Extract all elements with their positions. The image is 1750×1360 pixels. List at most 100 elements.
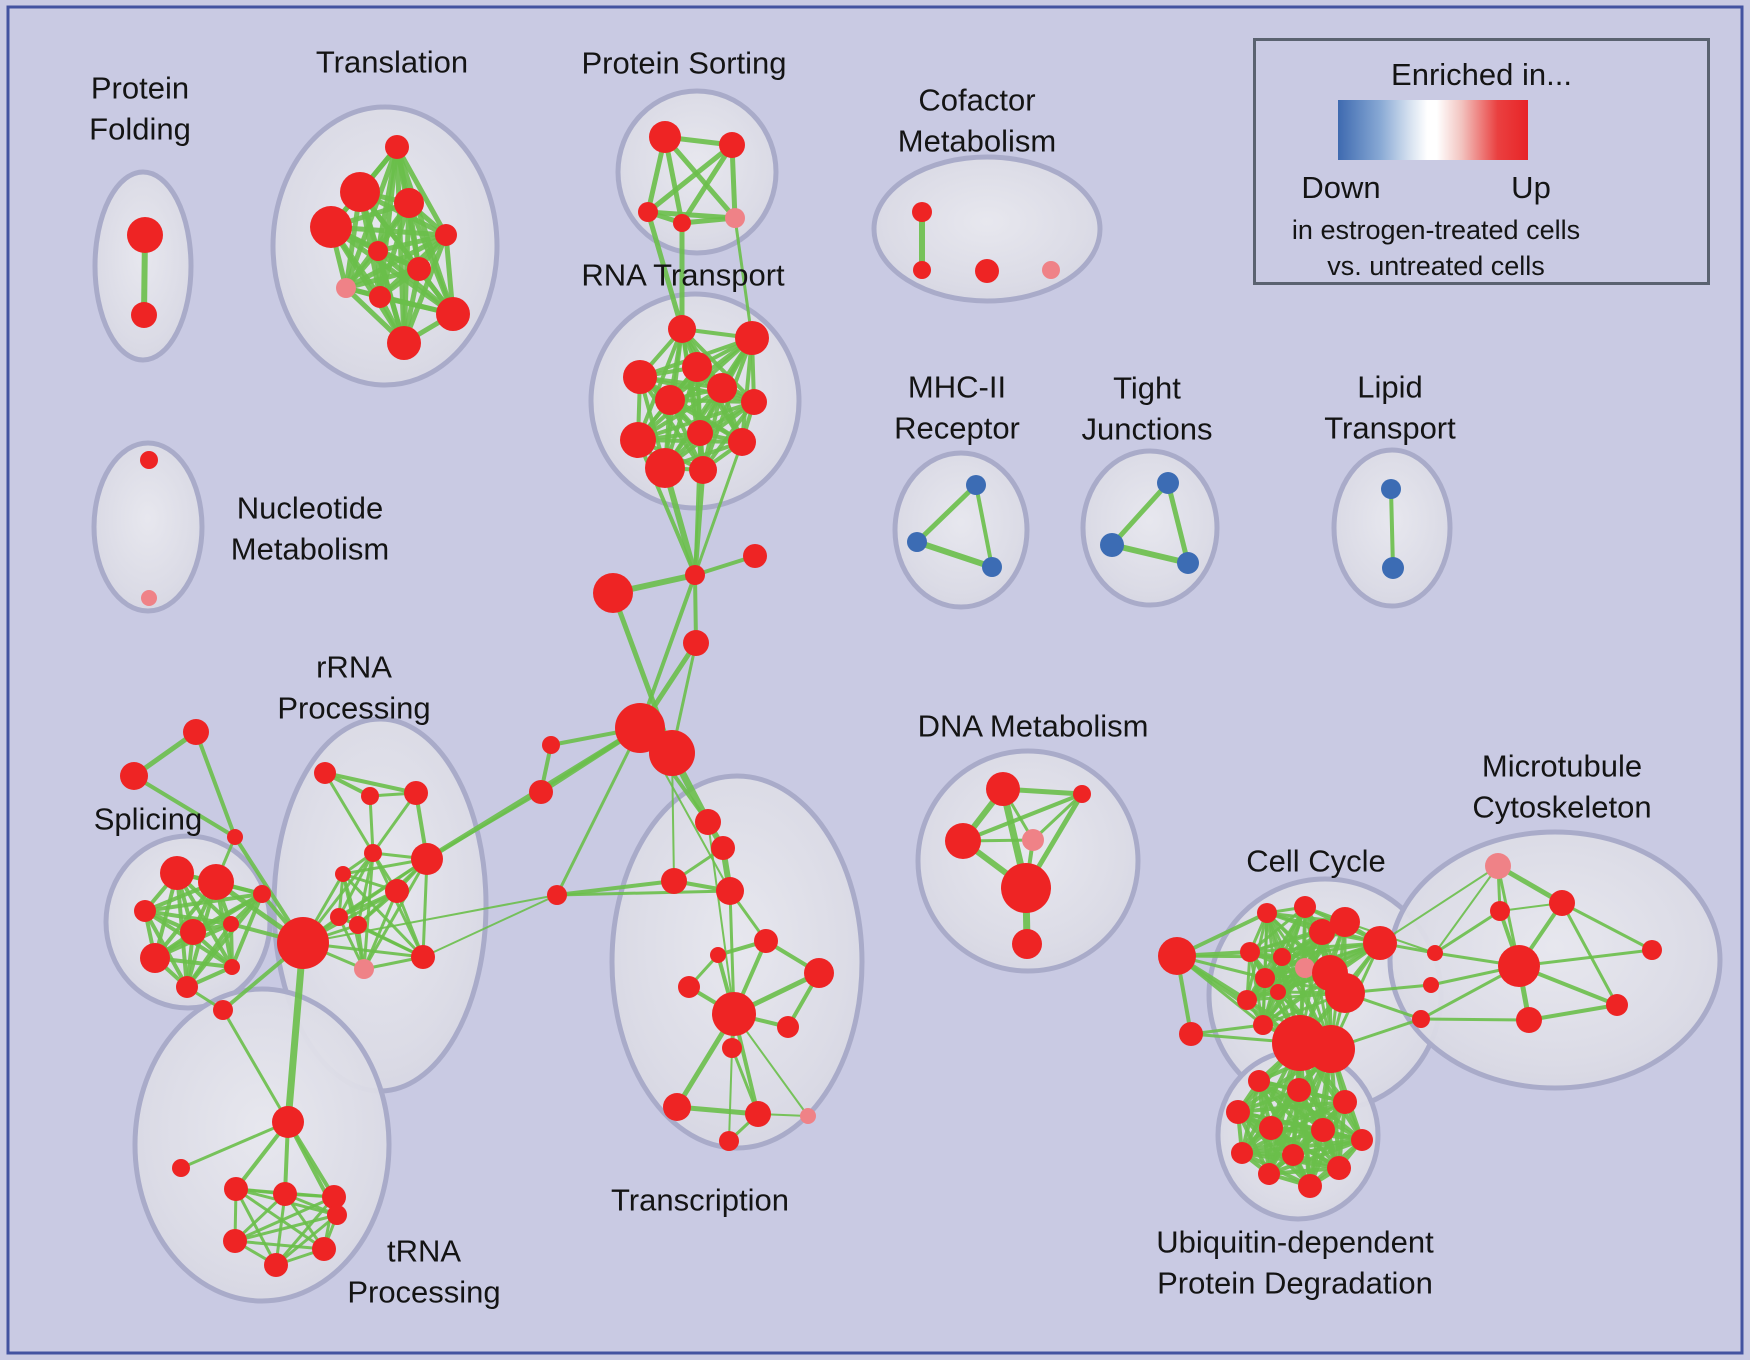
network-edge — [1240, 1138, 1364, 1155]
network-node-nm2 — [141, 590, 157, 606]
network-node-rt12 — [689, 456, 717, 484]
network-edge — [1248, 941, 1382, 954]
network-node-lt1 — [1381, 479, 1401, 499]
network-node-ps1 — [649, 121, 681, 153]
network-node-c1 — [685, 565, 705, 585]
network-edge — [341, 872, 425, 959]
network-edge — [302, 894, 558, 944]
network-edge — [1434, 865, 1499, 954]
network-node-t11 — [387, 326, 421, 360]
network-node-dm1 — [986, 772, 1020, 806]
network-node-rc3 — [1412, 1010, 1430, 1028]
network-edge — [728, 1047, 733, 1142]
network-node-t5 — [435, 224, 457, 246]
network-node-rrI — [349, 916, 367, 934]
network-node-rc2 — [1423, 977, 1439, 993]
network-node-hub2 — [649, 730, 695, 776]
network-node-u12 — [1298, 1174, 1322, 1198]
network-node-lt2 — [1382, 557, 1404, 579]
network-node-c4 — [683, 630, 709, 656]
network-node-rt11 — [645, 448, 685, 488]
network-node-rt9 — [687, 420, 713, 446]
cluster-ellipse-mhc-ii-receptor — [892, 450, 1030, 610]
network-edge — [974, 483, 994, 569]
network-node-ps3 — [638, 202, 658, 222]
network-node-pf1 — [127, 217, 163, 253]
network-edge — [234, 1187, 278, 1267]
network-node-m1 — [966, 475, 986, 495]
network-node-mt6 — [1642, 940, 1662, 960]
cluster-label-microtubule-cytoskeleton-line2: Cytoskeleton — [1472, 790, 1651, 825]
network-node-mt5 — [1606, 994, 1628, 1016]
network-node-tx12 — [663, 1093, 691, 1121]
network-node-rt4 — [682, 352, 712, 382]
network-node-u2 — [1287, 1078, 1311, 1102]
network-node-rc1 — [1427, 945, 1443, 961]
network-node-rt1 — [668, 315, 696, 343]
cluster-label-protein-folding-line1: Protein — [91, 71, 189, 106]
network-node-rrC — [404, 781, 428, 805]
network-edge — [371, 791, 418, 855]
cluster-label-transcription: Transcription — [611, 1183, 789, 1218]
network-node-rrK — [354, 959, 374, 979]
network-edge — [645, 142, 735, 215]
network-node-h7 — [327, 1205, 347, 1225]
network-edge — [323, 771, 375, 855]
network-edge — [221, 1008, 290, 1124]
network-edge — [1236, 1100, 1347, 1114]
network-node-u5 — [1259, 1116, 1283, 1140]
network-edge — [394, 144, 449, 238]
network-node-tx15 — [719, 1131, 739, 1151]
network-node-u4 — [1226, 1100, 1250, 1124]
cluster-label-translation: Translation — [316, 45, 468, 80]
cluster-label-rrna-processing-line1: rRNA — [316, 650, 392, 685]
network-node-rt6 — [707, 373, 737, 403]
network-node-tx2 — [711, 836, 735, 860]
cluster-label-nucleotide-metabolism-line2: Metabolism — [231, 532, 390, 567]
cluster-label-trna-processing-line1: tRNA — [387, 1234, 461, 1269]
cluster-label-lipid-transport-line2: Transport — [1324, 411, 1456, 446]
network-node-tr2 — [120, 762, 148, 790]
network-node-tx9 — [712, 992, 756, 1036]
network-node-rrB — [361, 787, 379, 805]
network-node-u7 — [1351, 1129, 1373, 1151]
network-edge — [343, 266, 422, 291]
network-edge — [1031, 792, 1084, 842]
network-node-rt3 — [623, 360, 657, 394]
network-edge — [274, 1195, 336, 1267]
cluster-ellipse-tight-junctions — [1080, 448, 1220, 608]
network-node-t2 — [340, 172, 380, 212]
cluster-label-tight-junctions-line1: Tight — [1113, 371, 1181, 406]
network-edge — [1189, 1023, 1265, 1036]
network-edge — [636, 327, 684, 442]
network-edge — [132, 774, 237, 839]
network-node-cc1 — [1257, 903, 1277, 923]
network-node-rrA — [314, 762, 336, 784]
network-node-tj1 — [1157, 472, 1179, 494]
network-node-sp3 — [134, 900, 156, 922]
network-edge — [362, 889, 399, 971]
legend-box: Enriched in... Down Up in estrogen-treat… — [1253, 38, 1710, 285]
network-edge — [645, 209, 685, 332]
cluster-label-ubiquitin-degradation-line1: Ubiquitin-dependent — [1156, 1225, 1434, 1260]
network-node-ccp — [1295, 958, 1315, 978]
network-edge — [337, 851, 375, 919]
network-edge — [185, 892, 264, 989]
network-edge — [194, 730, 237, 839]
network-edge — [143, 892, 264, 913]
network-edge — [707, 821, 735, 1015]
network-node-cc11 — [1237, 990, 1257, 1010]
network-edge — [693, 440, 744, 577]
network-node-rt5 — [655, 385, 685, 415]
network-edge — [356, 851, 375, 927]
cluster-labels-layer: Protein Folding Translation Protein Sorting… — [89, 45, 1651, 1310]
network-edge — [1389, 487, 1395, 570]
cluster-label-trna-processing-line2: Processing — [347, 1275, 500, 1310]
network-node-tx3 — [661, 868, 687, 894]
network-node-tx6 — [710, 947, 726, 963]
network-node-sp5 — [223, 916, 239, 932]
network-node-h4 — [223, 1229, 247, 1253]
network-node-tr1 — [183, 719, 209, 745]
network-edge — [284, 939, 307, 1126]
